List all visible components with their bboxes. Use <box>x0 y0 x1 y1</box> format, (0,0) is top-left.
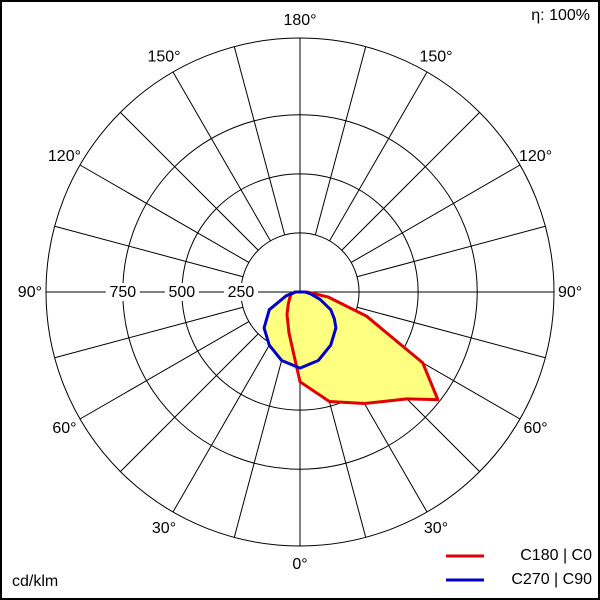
spoke <box>350 164 521 263</box>
angle-label: 0° <box>292 556 307 573</box>
angle-label: 120° <box>48 148 81 165</box>
spoke <box>79 164 250 263</box>
spoke <box>54 225 244 278</box>
labels: 250 500 750 180° 150° 150° 120° 120° 90° 90° 60° 60… <box>18 12 592 588</box>
unit-label: cd/klm <box>12 573 58 590</box>
angle-label: 30° <box>424 520 448 537</box>
angle-label: 150° <box>147 49 180 66</box>
spoke <box>172 342 271 513</box>
spoke <box>341 112 480 251</box>
spoke <box>120 333 259 472</box>
tick-label-bg <box>164 283 199 301</box>
spoke <box>172 71 271 242</box>
curve <box>262 290 338 370</box>
angle-label: 120° <box>519 148 552 165</box>
curves <box>262 290 440 405</box>
outer-ring <box>45 37 555 547</box>
angle-label: 90° <box>558 284 582 301</box>
spoke <box>54 306 244 359</box>
curve-fill <box>264 292 336 369</box>
angle-label: 60° <box>523 420 547 437</box>
tick-label-bg <box>105 283 140 301</box>
spoke <box>233 348 286 538</box>
spoke <box>329 71 428 242</box>
spoke <box>314 46 367 236</box>
angle-label: 90° <box>18 284 42 301</box>
angle-label: 60° <box>52 420 76 437</box>
r-tick-label: 500 <box>169 284 196 301</box>
legend-label: C180 | C0 <box>520 547 592 564</box>
angle-label: 180° <box>283 12 316 29</box>
spoke <box>356 225 546 278</box>
angle-label: 30° <box>152 520 176 537</box>
spoke <box>79 321 250 420</box>
curve <box>285 290 440 405</box>
legend-label: C270 | C90 <box>511 571 592 588</box>
r-tick-label: 250 <box>228 284 255 301</box>
r-tick-label: 750 <box>109 284 136 301</box>
spoke <box>356 306 546 359</box>
angle-label: 150° <box>419 49 452 66</box>
spoke <box>233 46 286 236</box>
efficiency: η: 100% <box>531 7 590 24</box>
spoke <box>120 112 259 251</box>
tick-label-bg <box>223 283 258 301</box>
